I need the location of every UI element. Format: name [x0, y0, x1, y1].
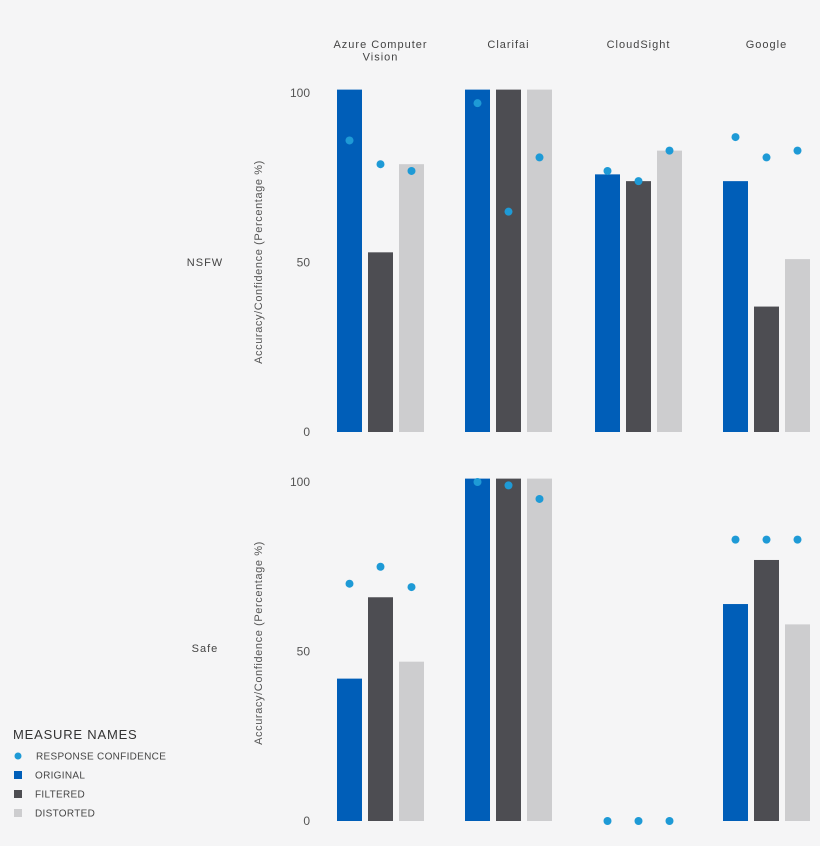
confidence-dot-nsfw-clarifai-original [473, 99, 482, 108]
confidence-dot-safe-google-distorted [793, 535, 802, 544]
row-label-nsfw: NSFW [187, 257, 223, 269]
bar-nsfw-azure-computer-vision-distorted [399, 164, 424, 432]
bar-nsfw-cloudsight-original [595, 174, 620, 433]
confidence-dot-nsfw-azure-computer-vision-original [345, 136, 354, 145]
bar-safe-clarifai-original [465, 478, 490, 821]
legend-marker-filtered [14, 790, 22, 798]
column-header-azure-computer-vision: Azure Computer [333, 39, 427, 51]
confidence-dot-safe-clarifai-filtered [504, 481, 513, 490]
bar-nsfw-google-filtered [754, 306, 779, 432]
legend-title: MEASURE NAMES [13, 727, 138, 742]
confidence-dot-safe-azure-computer-vision-filtered [376, 562, 385, 571]
bar-nsfw-clarifai-distorted [527, 89, 552, 433]
column-header-cloudsight: CloudSight [607, 39, 671, 51]
confidence-dot-nsfw-clarifai-filtered [504, 207, 513, 216]
bar-nsfw-google-distorted [785, 259, 810, 432]
legend-label-confidence: RESPONSE CONFIDENCE [36, 752, 166, 763]
bar-nsfw-cloudsight-filtered [626, 181, 651, 432]
column-header-azure-computer-vision: Vision [363, 52, 399, 64]
confidence-dot-safe-cloudsight-filtered [634, 817, 643, 825]
confidence-dot-safe-cloudsight-original [603, 817, 612, 825]
confidence-dot-nsfw-cloudsight-filtered [634, 177, 643, 186]
legend-label-original: ORIGINAL [35, 771, 85, 782]
bar-safe-google-distorted [785, 624, 810, 821]
bar-nsfw-clarifai-original [465, 89, 490, 433]
bar-nsfw-clarifai-filtered [496, 89, 521, 433]
confidence-dot-safe-google-original [731, 535, 740, 544]
y-tick-label-safe-100: 100 [290, 475, 310, 489]
legend-label-distorted: DISTORTED [35, 809, 95, 820]
legend-label-filtered: FILTERED [35, 790, 85, 801]
confidence-dot-nsfw-azure-computer-vision-distorted [407, 166, 416, 175]
confidence-dot-safe-google-filtered [762, 535, 771, 544]
bar-safe-azure-computer-vision-distorted [399, 661, 424, 821]
confidence-dot-safe-azure-computer-vision-distorted [407, 583, 416, 592]
bar-safe-clarifai-filtered [496, 478, 521, 821]
confidence-dot-nsfw-azure-computer-vision-filtered [376, 160, 385, 169]
legend-marker-original [14, 771, 22, 779]
confidence-dot-safe-clarifai-original [473, 478, 482, 486]
y-tick-label-nsfw-0: 0 [303, 425, 310, 439]
bar-safe-clarifai-distorted [527, 478, 552, 821]
confidence-dot-nsfw-cloudsight-original [603, 166, 612, 175]
confidence-dot-nsfw-clarifai-distorted [535, 153, 544, 162]
bar-nsfw-google-original [723, 181, 748, 432]
confidence-dot-safe-cloudsight-distorted [665, 817, 674, 825]
bar-nsfw-azure-computer-vision-original [337, 89, 362, 433]
y-axis-title-nsfw: Accuracy/Confidence (Percentage %) [253, 160, 265, 364]
confidence-dot-nsfw-google-filtered [762, 153, 771, 162]
y-tick-label-safe-50: 50 [297, 645, 311, 659]
confidence-dot-nsfw-google-original [731, 133, 740, 142]
confidence-dot-safe-azure-computer-vision-original [345, 579, 354, 588]
legend-marker-confidence [14, 752, 22, 760]
confidence-dot-nsfw-google-distorted [793, 146, 802, 155]
column-header-google: Google [746, 39, 787, 51]
confidence-dot-nsfw-cloudsight-distorted [665, 146, 674, 155]
bar-safe-azure-computer-vision-original [337, 678, 362, 821]
row-label-safe: Safe [192, 643, 219, 655]
bar-safe-azure-computer-vision-filtered [368, 597, 393, 821]
bar-safe-google-filtered [754, 559, 779, 821]
bar-nsfw-azure-computer-vision-filtered [368, 252, 393, 432]
confidence-dot-safe-clarifai-distorted [535, 494, 544, 503]
y-tick-label-nsfw-50: 50 [297, 256, 311, 270]
y-tick-label-safe-0: 0 [303, 814, 310, 828]
column-header-clarifai: Clarifai [487, 39, 529, 51]
bar-nsfw-cloudsight-distorted [657, 150, 682, 432]
legend-marker-distorted [14, 809, 22, 817]
y-axis-title-safe: Accuracy/Confidence (Percentage %) [253, 541, 265, 745]
bar-safe-google-original [723, 604, 748, 821]
y-tick-label-nsfw-100: 100 [290, 86, 310, 100]
